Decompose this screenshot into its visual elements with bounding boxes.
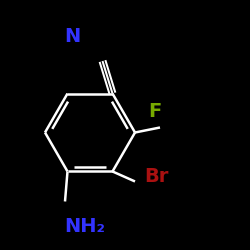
Text: Br: Br — [144, 167, 168, 186]
Text: N: N — [64, 27, 80, 46]
Text: NH₂: NH₂ — [64, 217, 106, 236]
Text: F: F — [149, 102, 162, 121]
